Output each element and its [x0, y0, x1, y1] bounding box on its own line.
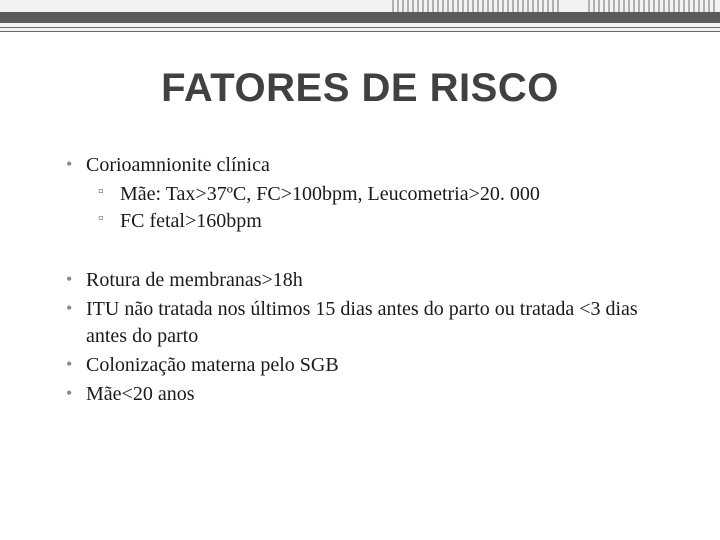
subbullet-text: Mãe: Tax>37ºC, FC>100bpm, Leucometria>20… — [120, 183, 540, 205]
slide-title: FATORES DE RISCO — [0, 66, 720, 111]
subbullet-fc-fetal: FC fetal>160bpm — [94, 208, 672, 235]
bullet-mae-idade: Mãe<20 anos — [62, 381, 672, 408]
bullet-rotura: Rotura de membranas>18h — [62, 267, 672, 294]
bullet-text: Mãe<20 anos — [86, 383, 194, 405]
bullet-text: Colonização materna pelo SGB — [86, 354, 339, 376]
bullet-corioamnionite: Corioamnionite clínica Mãe: Tax>37ºC, FC… — [62, 152, 672, 235]
bullet-text: Corioamnionite clínica — [86, 154, 270, 176]
subbullet-text: FC fetal>160bpm — [120, 210, 262, 232]
bullet-itu: ITU não tratada nos últimos 15 dias ante… — [62, 296, 672, 350]
slide-body: Corioamnionite clínica Mãe: Tax>37ºC, FC… — [62, 152, 672, 410]
decorative-header-border — [0, 0, 720, 32]
subbullet-mae: Mãe: Tax>37ºC, FC>100bpm, Leucometria>20… — [94, 181, 672, 208]
bullet-colonizacao: Colonização materna pelo SGB — [62, 352, 672, 379]
bullet-text: ITU não tratada nos últimos 15 dias ante… — [86, 298, 638, 347]
bullet-text: Rotura de membranas>18h — [86, 269, 303, 291]
